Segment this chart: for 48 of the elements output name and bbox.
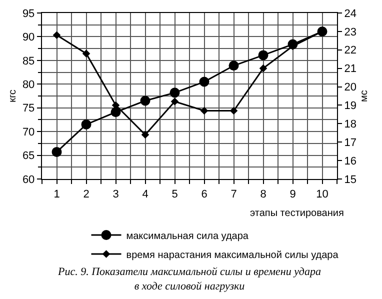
y-tick-label: 85 (22, 55, 35, 68)
y-tick-label: 90 (22, 32, 35, 44)
x-tick-label: 8 (260, 188, 266, 200)
x-tick-label: 9 (290, 188, 296, 200)
y2-tick-label: 22 (344, 44, 357, 57)
x-axis-title: этапы тестирования (250, 208, 344, 219)
x-tick-label: 3 (112, 188, 119, 200)
y-tick-label: 65 (22, 150, 35, 162)
point (52, 31, 61, 40)
y2-tick-label: 16 (344, 155, 357, 168)
point (82, 50, 90, 58)
text: Рис. 9. Показатели максимальной силы и времени удара в ходе силовой нагрузки (57, 266, 322, 292)
x-tick-label: 4 (142, 188, 148, 200)
point (52, 146, 62, 157)
point (170, 88, 180, 98)
point (141, 130, 150, 139)
y2-tick-label: 23 (344, 26, 357, 38)
y-tick-label: 60 (22, 174, 35, 186)
point (259, 64, 268, 72)
point (258, 50, 268, 60)
y2-tick-label: 17 (344, 136, 357, 149)
x-tick-label: 2 (83, 188, 90, 200)
y-tick-label: 75 (22, 102, 35, 115)
y-tick-label: 80 (22, 78, 35, 91)
x-tick-label: 7 (230, 188, 237, 200)
y2-tick-label: 21 (344, 63, 357, 76)
point (140, 96, 150, 106)
x-tick-label: 10 (316, 188, 328, 200)
y-axis-title: кгс (7, 90, 18, 102)
point (81, 119, 92, 130)
point (200, 106, 208, 115)
y-tick-label: 95 (22, 8, 35, 20)
y-tick-label: 70 (22, 126, 35, 138)
x-tick-label: 5 (172, 188, 178, 200)
point (230, 106, 238, 115)
y2-axis-title: мс (359, 90, 370, 102)
y2-tick-label: 18 (344, 118, 357, 131)
legend-label: максимальная сила удара (126, 230, 249, 242)
point (199, 76, 210, 87)
y2-tick-label: 15 (344, 174, 357, 186)
y2-tick-label: 20 (344, 82, 357, 94)
y2-tick-label: 24 (344, 8, 357, 20)
x-tick-label: 1 (54, 188, 60, 200)
point (228, 60, 239, 71)
y2-tick-label: 19 (344, 100, 357, 112)
point (170, 98, 179, 106)
legend-label: время нарастания максимальной силы удара (126, 250, 339, 261)
x-tick-label: 6 (201, 188, 208, 200)
